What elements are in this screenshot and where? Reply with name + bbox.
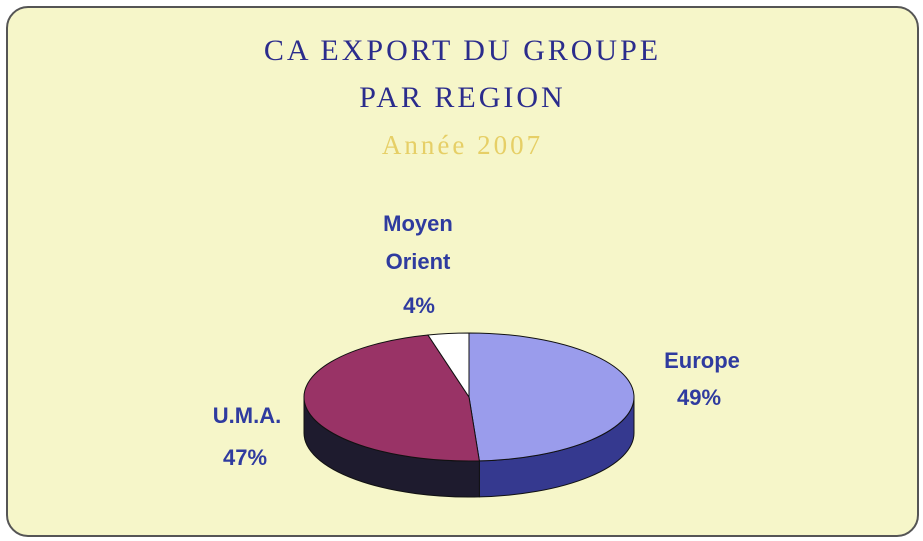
value-label: 4% [403, 293, 435, 318]
slice [427, 332, 470, 399]
slice [303, 334, 480, 462]
slice-label: Moyen Orient [383, 211, 453, 274]
slice-label: U.M.A. [212, 403, 282, 428]
pie [303, 332, 635, 498]
slice [468, 332, 635, 462]
chart: CA EXPORT DU GROUPE PAR REGION Année 200… [6, 6, 919, 537]
chart-title: CA EXPORT DU GROUPE [263, 34, 662, 67]
value-label: 49% [676, 385, 722, 410]
chart-subtitle: Année 2007 [381, 130, 544, 160]
slice-label: Europe [664, 348, 740, 373]
value-label: 47% [222, 445, 268, 470]
chart-title: PAR REGION [359, 81, 566, 114]
